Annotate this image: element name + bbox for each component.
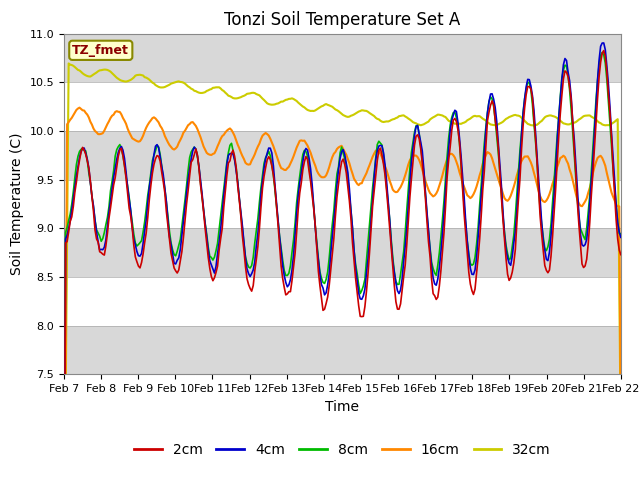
Bar: [64, 82, 621, 131]
Bar: [64, 277, 621, 326]
X-axis label: Time: Time: [325, 400, 360, 414]
Y-axis label: Soil Temperature (C): Soil Temperature (C): [10, 133, 24, 275]
Title: Tonzi Soil Temperature Set A: Tonzi Soil Temperature Set A: [224, 11, 461, 29]
Text: TZ_fmet: TZ_fmet: [72, 44, 129, 57]
Bar: [64, 180, 621, 228]
Legend: 2cm, 4cm, 8cm, 16cm, 32cm: 2cm, 4cm, 8cm, 16cm, 32cm: [128, 438, 557, 463]
